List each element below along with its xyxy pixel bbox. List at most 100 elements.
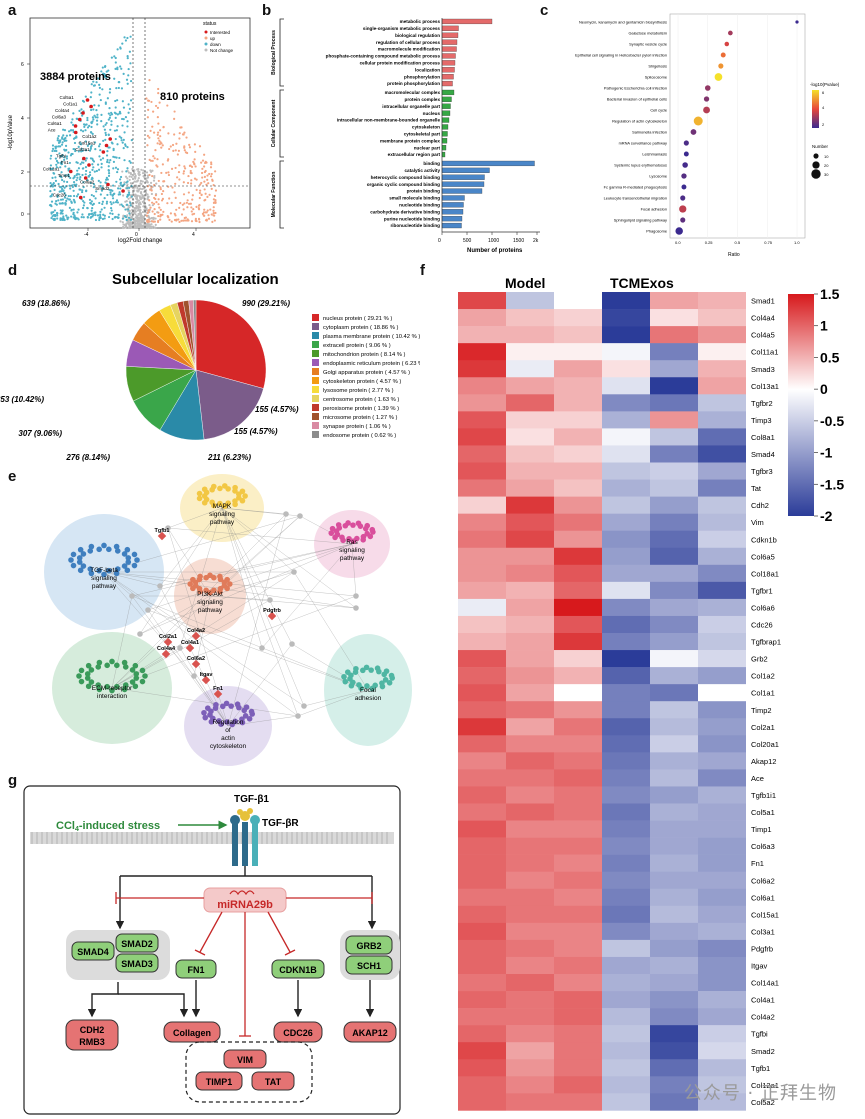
- heatmap-gene-label: Timp3: [751, 416, 772, 425]
- point-not-change: [138, 210, 141, 213]
- heatmap-cell: [506, 598, 554, 617]
- point-up: [179, 201, 182, 205]
- point-down: [63, 129, 67, 132]
- pie-legend-swatch: [312, 386, 319, 393]
- point-down: [64, 203, 67, 206]
- point-down: [118, 191, 121, 194]
- pathway-label: pathway: [92, 583, 117, 590]
- pathway-gene-node: [84, 671, 91, 677]
- pathway-gene-node: [356, 682, 362, 688]
- go-bar: [441, 117, 450, 123]
- heatmap-cell: [698, 718, 746, 736]
- network-edge: [227, 715, 299, 727]
- point-down: [84, 149, 88, 152]
- pathway-gene-node: [96, 659, 103, 666]
- shared-gene-node: [283, 511, 289, 517]
- heatmap-cell: [602, 939, 650, 958]
- point-down: [111, 212, 114, 215]
- go-bar: [441, 18, 493, 25]
- point-up: [162, 180, 165, 183]
- heatmap-cell: [458, 667, 506, 685]
- point-not-change: [152, 216, 155, 219]
- pie-legend-swatch: [312, 377, 319, 384]
- point-up: [205, 219, 208, 222]
- point-not-change: [125, 200, 128, 203]
- heatmap-cell: [698, 496, 746, 514]
- pathway-gene-node: [96, 567, 102, 574]
- heatmap-cell: [458, 939, 506, 958]
- point-not-change: [151, 169, 154, 172]
- point-down: [89, 131, 93, 134]
- point-up: [204, 192, 207, 195]
- point-down: [124, 208, 127, 211]
- colorbar-tick: 1: [820, 318, 828, 334]
- heatmap-cell: [698, 735, 746, 753]
- point-down: [63, 180, 66, 183]
- point-down: [91, 207, 94, 210]
- panel-f-heatmap: Model TCMExos Smad1Col4a4Col4a5Col11a1Sm…: [458, 275, 844, 1111]
- point-down: [107, 215, 111, 219]
- heatmap-cell: [554, 633, 602, 651]
- panel-letter-c: c: [540, 2, 549, 19]
- point-down: [76, 169, 79, 172]
- heatmap-cell: [698, 394, 746, 412]
- point-up: [147, 108, 150, 112]
- point-down: [113, 129, 117, 132]
- heatmap-cell: [698, 888, 746, 907]
- point-down: [98, 86, 101, 89]
- point-down: [126, 36, 129, 40]
- point-down: [124, 39, 128, 42]
- heatmap-cell: [602, 1042, 650, 1060]
- heatmap-cell: [458, 974, 506, 992]
- colorbar-tick: -2: [820, 508, 833, 524]
- point-down: [125, 181, 128, 184]
- point-down: [55, 200, 58, 203]
- heatmap-cell: [602, 922, 650, 941]
- point-up: [190, 179, 193, 182]
- point-up: [197, 206, 200, 210]
- point-down: [100, 70, 103, 73]
- point-down: [75, 195, 79, 198]
- point-not-change: [154, 226, 157, 230]
- legend-entry: Interested: [210, 30, 231, 35]
- kegg-bubble: [704, 85, 711, 91]
- point-down: [68, 134, 72, 137]
- point-down: [87, 213, 91, 216]
- pathway-gene-node: [229, 721, 236, 728]
- heatmap-cell: [554, 1042, 602, 1060]
- point-interested: [77, 117, 82, 122]
- pathway-gene-node: [104, 683, 110, 690]
- point-down: [102, 125, 105, 128]
- pie-legend-swatch: [312, 413, 319, 420]
- heatmap-cell: [506, 939, 554, 958]
- legend-title: status: [203, 21, 217, 27]
- heatmap-cell: [458, 820, 506, 838]
- x-tick: -4: [84, 232, 89, 238]
- panel-letter-e: e: [8, 468, 17, 485]
- point-down: [83, 201, 86, 204]
- point-down: [94, 213, 97, 217]
- point-not-change: [135, 206, 138, 209]
- heatmap-cell: [506, 360, 554, 378]
- pathway-gene-node: [132, 662, 139, 669]
- pie-legend-swatch: [312, 341, 319, 348]
- point-not-change: [135, 220, 138, 223]
- point-up: [208, 172, 211, 176]
- heatmap-cell: [602, 292, 650, 310]
- go-bar: [441, 110, 451, 116]
- heatmap-cell: [698, 974, 746, 992]
- point-down: [56, 137, 59, 140]
- point-down: [90, 83, 93, 86]
- pie-legend-swatch: [312, 314, 319, 321]
- heatmap-cell: [506, 888, 554, 907]
- point-down: [120, 67, 123, 70]
- point-down: [115, 199, 119, 202]
- kegg-term-label: Pathogenic Escherichia coli infection: [604, 86, 667, 91]
- color-legend-tick: 6: [822, 90, 825, 95]
- heatmap-cell: [650, 292, 698, 310]
- heatmap-cell: [698, 820, 746, 838]
- pie-legend-entry: Golgi apparatus protein ( 4.57 % ): [323, 370, 410, 376]
- point-down: [81, 149, 84, 152]
- point-down: [86, 144, 89, 147]
- point-not-change: [124, 175, 128, 178]
